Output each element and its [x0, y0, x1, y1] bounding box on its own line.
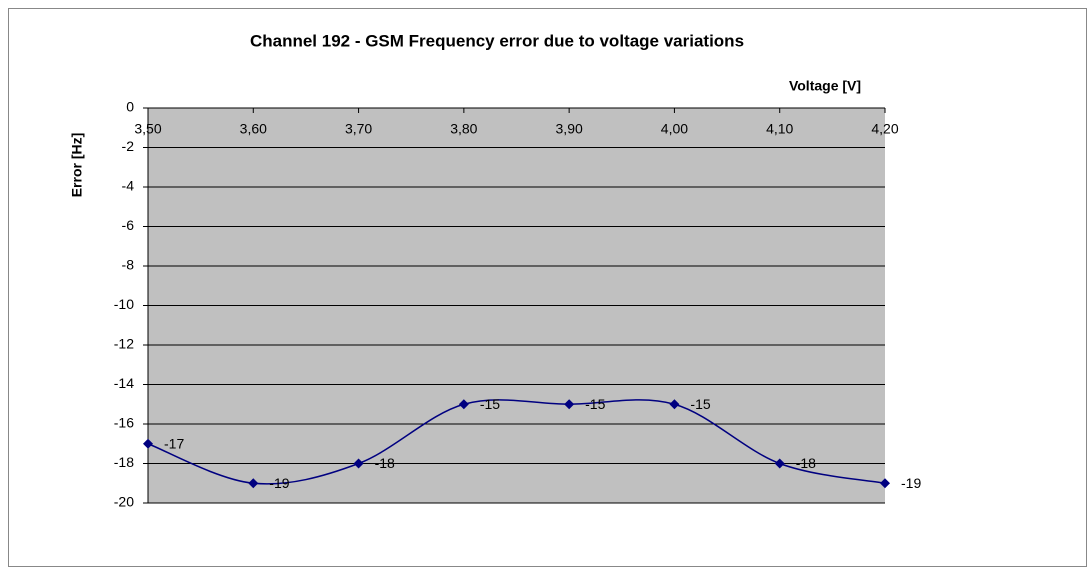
- data-point: [353, 458, 364, 469]
- y-tick-label: -18: [114, 454, 134, 470]
- x-tick-label: 3,80: [450, 121, 477, 137]
- y-tick-label: -6: [122, 217, 135, 233]
- y-tick-label: 0: [126, 99, 134, 115]
- y-tick-label: -14: [114, 375, 134, 391]
- y-tick-label: -8: [122, 257, 135, 273]
- y-tick-label: -2: [122, 138, 135, 154]
- y-tick-label: -16: [114, 415, 134, 431]
- data-point: [143, 438, 153, 449]
- y-axis-label: Error [Hz]: [69, 133, 85, 198]
- data-label: -15: [585, 396, 605, 412]
- x-axis-label: Voltage [V]: [789, 78, 861, 94]
- y-tick-label: -4: [122, 178, 135, 194]
- x-tick-label: 3,70: [345, 121, 372, 137]
- y-tick-label: -10: [114, 296, 134, 312]
- y-tick-label: -12: [114, 336, 134, 352]
- series-line: [147, 399, 886, 485]
- data-label: -18: [375, 455, 395, 471]
- data-point: [248, 478, 259, 489]
- x-tick-label: 3,60: [240, 121, 267, 137]
- data-point: [669, 399, 680, 410]
- data-label: -17: [164, 435, 184, 451]
- chart-title: Channel 192 - GSM Frequency error due to…: [250, 31, 744, 50]
- x-tick-label: 4,00: [661, 121, 688, 137]
- x-tick-label: 3,50: [134, 121, 161, 137]
- data-label: -19: [901, 475, 921, 491]
- data-label: -18: [796, 455, 816, 471]
- data-label: -15: [690, 396, 710, 412]
- x-tick-label: 3,90: [556, 121, 583, 137]
- data-point: [458, 399, 469, 410]
- x-tick-label: 4,10: [766, 121, 793, 137]
- data-label: -19: [269, 475, 289, 491]
- data-point: [564, 399, 575, 410]
- data-point: [774, 458, 785, 469]
- x-tick-label: 4,20: [871, 121, 898, 137]
- data-point: [880, 478, 890, 489]
- data-label: -15: [480, 396, 500, 412]
- y-tick-label: -20: [114, 494, 134, 510]
